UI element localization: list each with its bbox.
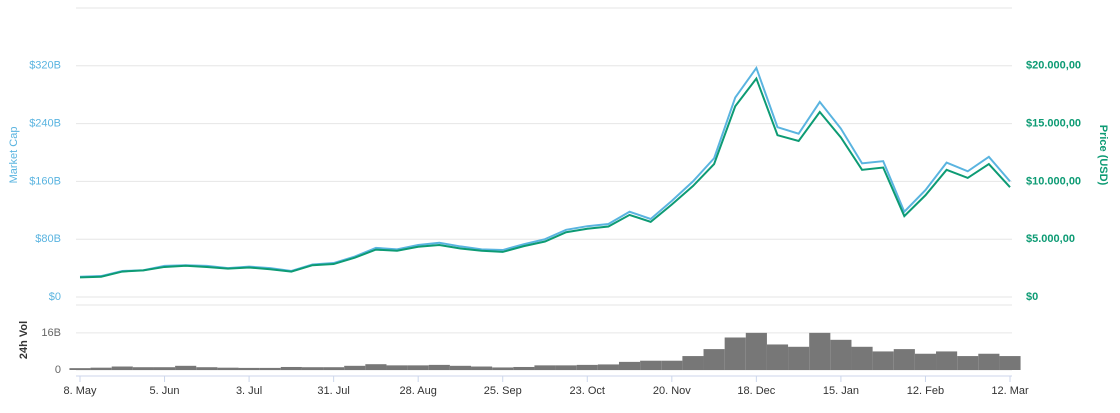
y-tick-label: $320B bbox=[29, 60, 61, 72]
volume-bar bbox=[978, 353, 1000, 370]
x-tick-label: 3. Jul bbox=[236, 385, 262, 397]
x-tick-label: 25. Sep bbox=[484, 385, 522, 397]
x-tick-label: 15. Jan bbox=[823, 385, 859, 397]
x-tick-label: 12. Feb bbox=[907, 385, 944, 397]
x-tick-label: 31. Jul bbox=[317, 385, 349, 397]
volume-axis-title: 24h Vol bbox=[18, 321, 30, 359]
volume-bar bbox=[597, 364, 619, 370]
volume-bar bbox=[936, 351, 958, 370]
volume-bar bbox=[745, 332, 767, 370]
x-tick-label: 5. Jun bbox=[150, 385, 180, 397]
volume-bar bbox=[661, 360, 683, 370]
volume-bar bbox=[788, 346, 810, 370]
volume-bar bbox=[555, 365, 577, 370]
y-tick-label: $240B bbox=[29, 118, 61, 130]
volume-bar bbox=[576, 364, 598, 370]
volume-bar bbox=[534, 365, 556, 370]
volume-bar bbox=[69, 368, 91, 370]
volume-bar bbox=[957, 356, 979, 370]
volume-bar bbox=[301, 367, 324, 370]
y2-axis-title: Price (USD) bbox=[1097, 125, 1109, 186]
volume-bar bbox=[703, 349, 725, 370]
volume-bar bbox=[851, 346, 873, 370]
volume-bar bbox=[999, 356, 1021, 370]
volume-bar bbox=[90, 367, 112, 370]
volume-bar bbox=[618, 361, 641, 370]
volume-bar bbox=[830, 339, 852, 370]
y-tick-label: $160B bbox=[29, 175, 61, 187]
volume-tick-label: 0 bbox=[55, 364, 61, 376]
volume-bar bbox=[365, 364, 387, 370]
volume-bar bbox=[872, 351, 894, 370]
volume-bar bbox=[449, 365, 472, 370]
volume-bar bbox=[153, 367, 176, 370]
series-line bbox=[79, 65, 1011, 278]
y2-tick-label: $0 bbox=[1026, 291, 1038, 303]
y2-tick-label: $15.000,00 bbox=[1026, 118, 1081, 130]
y-tick-label: $0 bbox=[49, 291, 61, 303]
x-tick-label: 8. May bbox=[63, 385, 97, 397]
volume-bar bbox=[893, 349, 915, 370]
y-tick-label: $80B bbox=[35, 233, 61, 245]
volume-bar bbox=[132, 367, 154, 370]
y-axis-title: Market Cap bbox=[8, 127, 20, 184]
volume-bar bbox=[809, 332, 831, 370]
volume-bar bbox=[492, 367, 514, 370]
volume-bar bbox=[407, 365, 429, 370]
volume-bar bbox=[280, 366, 302, 370]
volume-bar bbox=[323, 367, 345, 370]
volume-bar bbox=[766, 344, 789, 370]
volume-bar bbox=[386, 365, 408, 370]
x-tick-label: 12. Mar bbox=[991, 385, 1029, 397]
y2-tick-label: $10.000,00 bbox=[1026, 175, 1081, 187]
x-tick-label: 18. Dec bbox=[737, 385, 775, 397]
volume-bar bbox=[640, 360, 662, 370]
volume-bar bbox=[724, 337, 746, 370]
volume-bar bbox=[513, 366, 535, 370]
volume-bar bbox=[175, 365, 197, 370]
volume-bar bbox=[914, 353, 937, 370]
volume-bar bbox=[196, 367, 218, 370]
volume-bar bbox=[682, 356, 704, 370]
x-tick-label: 28. Aug bbox=[400, 385, 437, 397]
x-tick-label: 23. Oct bbox=[570, 385, 605, 397]
volume-bar bbox=[259, 367, 281, 370]
y2-tick-label: $20.000,00 bbox=[1026, 60, 1081, 72]
x-tick-label: 20. Nov bbox=[653, 385, 691, 397]
volume-bar bbox=[428, 364, 450, 370]
volume-tick-label: 16B bbox=[41, 327, 61, 339]
volume-bar bbox=[238, 367, 260, 370]
series-line bbox=[79, 76, 1011, 279]
volume-bar bbox=[217, 367, 239, 370]
volume-bar bbox=[344, 365, 366, 370]
y2-tick-label: $5.000,00 bbox=[1026, 233, 1075, 245]
volume-bar bbox=[111, 366, 133, 370]
volume-bar bbox=[471, 366, 493, 370]
